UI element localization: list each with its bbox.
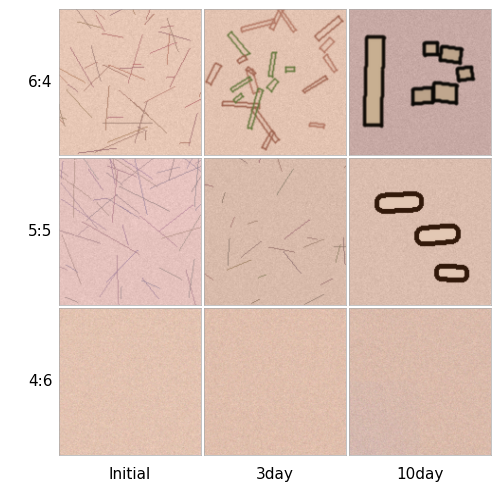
Text: 5:5: 5:5 — [28, 224, 52, 239]
Text: 10day: 10day — [396, 467, 444, 482]
Text: 4:6: 4:6 — [28, 374, 52, 389]
Text: 3day: 3day — [256, 467, 294, 482]
Text: 6:4: 6:4 — [28, 74, 52, 90]
Text: Initial: Initial — [109, 467, 151, 482]
